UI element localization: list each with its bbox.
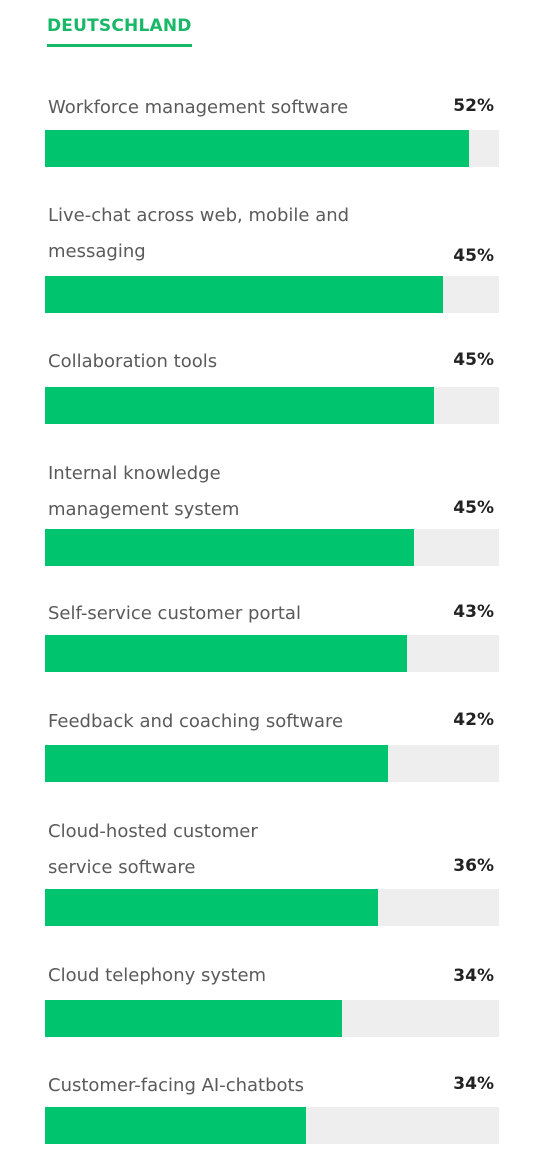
bar <box>45 130 470 167</box>
chart-title: DEUTSCHLAND <box>47 16 192 47</box>
bar-track <box>45 1107 499 1144</box>
category-label: Self-service customer portal <box>48 603 301 624</box>
bar-track <box>45 130 499 167</box>
bar-track <box>45 276 499 313</box>
bar <box>45 1000 342 1037</box>
category-label: Feedback and coaching software <box>48 711 344 732</box>
value-label: 36% <box>453 856 494 876</box>
value-label: 52% <box>453 96 494 116</box>
bar <box>45 529 415 566</box>
category-label: Cloud-hosted customer service software <box>48 821 258 878</box>
bar-track <box>45 387 499 424</box>
category-label: Cloud telephony system <box>48 965 267 986</box>
bar-track <box>45 1000 499 1037</box>
bar-track <box>45 889 499 926</box>
category-label: Customer-facing AI-chatbots <box>48 1075 304 1096</box>
bar-track <box>45 529 499 566</box>
value-label: 45% <box>453 246 494 266</box>
bar <box>45 1107 307 1144</box>
bar <box>45 635 407 672</box>
bar <box>45 276 444 313</box>
value-label: 45% <box>453 350 494 370</box>
value-label: 34% <box>453 1074 494 1094</box>
value-label: 45% <box>453 498 494 518</box>
bar <box>45 387 434 424</box>
bar <box>45 889 379 926</box>
category-label: Live-chat across web, mobile and messagi… <box>48 205 350 262</box>
category-label: Workforce management software <box>48 97 349 118</box>
bar-track <box>45 635 499 672</box>
category-label: Collaboration tools <box>48 351 218 372</box>
bar-track <box>45 745 499 782</box>
value-label: 43% <box>453 602 494 622</box>
category-label: Internal knowledge management system <box>48 463 240 520</box>
bar <box>45 745 388 782</box>
value-label: 34% <box>453 966 494 986</box>
value-label: 42% <box>453 710 494 730</box>
